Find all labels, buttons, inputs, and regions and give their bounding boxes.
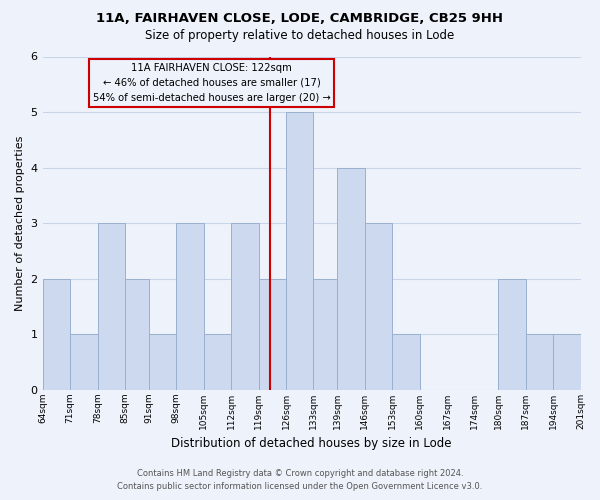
Bar [392, 334, 419, 390]
Bar [176, 223, 203, 390]
Bar [553, 334, 581, 390]
Bar [125, 278, 149, 390]
Bar [98, 223, 125, 390]
Y-axis label: Number of detached properties: Number of detached properties [15, 136, 25, 310]
Text: 11A, FAIRHAVEN CLOSE, LODE, CAMBRIDGE, CB25 9HH: 11A, FAIRHAVEN CLOSE, LODE, CAMBRIDGE, C… [97, 12, 503, 26]
Text: Contains HM Land Registry data © Crown copyright and database right 2024.
Contai: Contains HM Land Registry data © Crown c… [118, 470, 482, 491]
Bar [70, 334, 98, 390]
Bar [203, 334, 231, 390]
Bar [43, 278, 70, 390]
Text: 11A FAIRHAVEN CLOSE: 122sqm
← 46% of detached houses are smaller (17)
54% of sem: 11A FAIRHAVEN CLOSE: 122sqm ← 46% of det… [92, 63, 330, 103]
Bar [231, 223, 259, 390]
X-axis label: Distribution of detached houses by size in Lode: Distribution of detached houses by size … [171, 437, 452, 450]
Bar [313, 278, 337, 390]
Bar [259, 278, 286, 390]
Bar [286, 112, 313, 390]
Bar [149, 334, 176, 390]
Bar [498, 278, 526, 390]
Text: Size of property relative to detached houses in Lode: Size of property relative to detached ho… [145, 29, 455, 42]
Bar [526, 334, 553, 390]
Bar [365, 223, 392, 390]
Bar [337, 168, 365, 390]
